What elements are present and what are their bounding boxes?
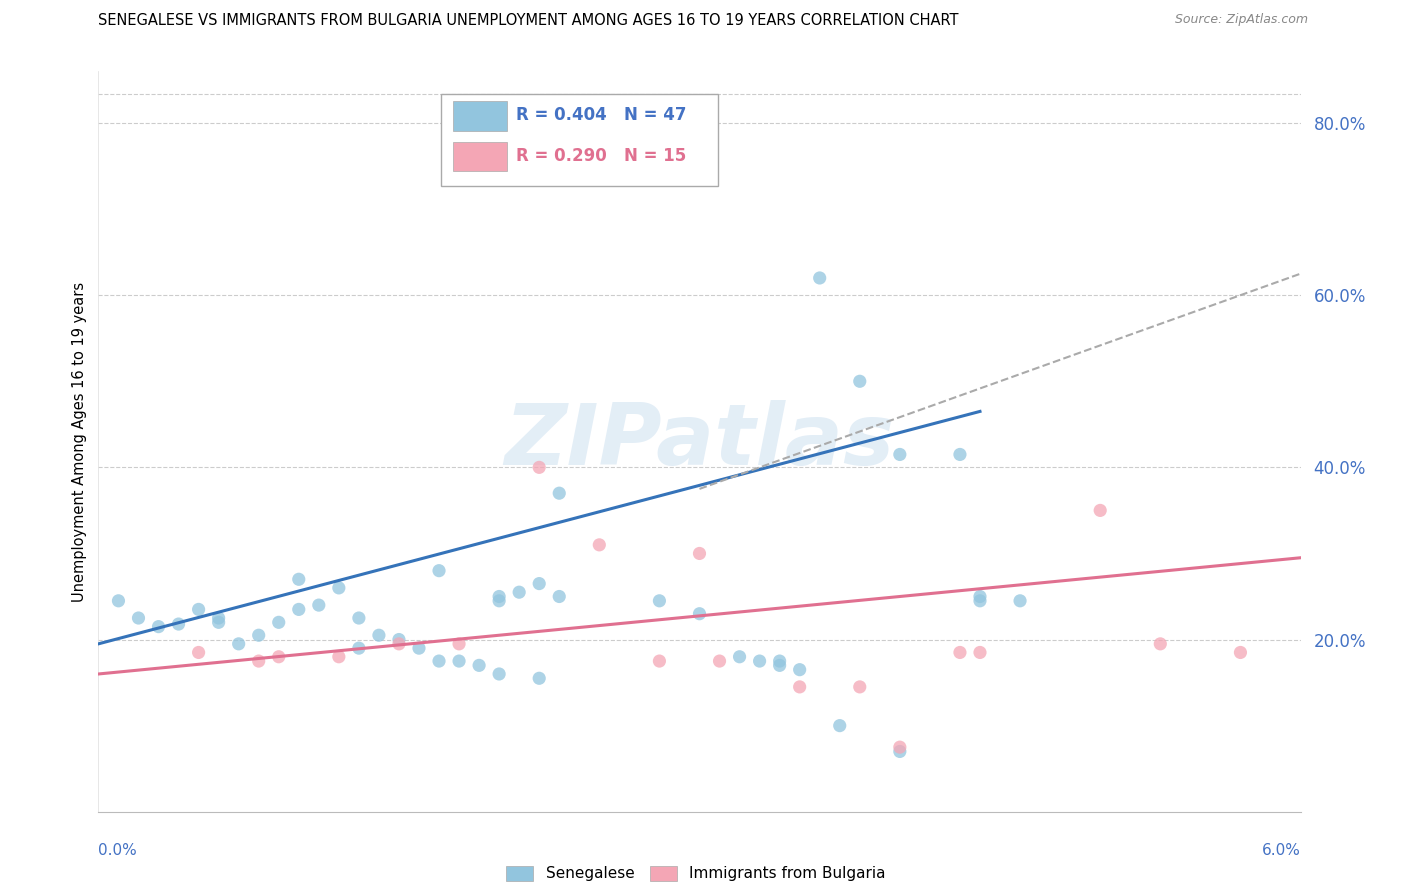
Point: [468, 658, 491, 673]
Point: [328, 581, 350, 595]
Point: [427, 564, 450, 578]
Point: [1149, 637, 1171, 651]
Point: [529, 460, 551, 475]
Point: [447, 654, 470, 668]
Point: [688, 607, 710, 621]
Point: [388, 637, 411, 651]
Point: [748, 654, 770, 668]
Legend: Senegalese, Immigrants from Bulgaria: Senegalese, Immigrants from Bulgaria: [501, 860, 891, 888]
Point: [288, 602, 311, 616]
Point: [529, 671, 551, 685]
Point: [969, 645, 991, 659]
Point: [148, 619, 170, 633]
Point: [488, 667, 510, 681]
Point: [889, 447, 911, 461]
Point: [1010, 594, 1032, 608]
Text: R = 0.290   N = 15: R = 0.290 N = 15: [516, 147, 686, 165]
Point: [167, 617, 190, 632]
Text: SENEGALESE VS IMMIGRANTS FROM BULGARIA UNEMPLOYMENT AMONG AGES 16 TO 19 YEARS CO: SENEGALESE VS IMMIGRANTS FROM BULGARIA U…: [98, 13, 959, 29]
FancyBboxPatch shape: [453, 101, 508, 130]
Point: [949, 645, 972, 659]
Point: [427, 654, 450, 668]
Point: [267, 649, 290, 664]
Point: [849, 680, 872, 694]
Point: [288, 572, 311, 586]
Point: [1229, 645, 1251, 659]
Point: [247, 628, 270, 642]
Point: [408, 641, 430, 656]
Point: [949, 447, 972, 461]
Point: [447, 637, 470, 651]
Point: [789, 663, 811, 677]
Point: [308, 598, 330, 612]
Text: R = 0.404   N = 47: R = 0.404 N = 47: [516, 106, 686, 124]
Text: ZIPatlas: ZIPatlas: [505, 400, 894, 483]
Point: [508, 585, 530, 599]
Text: Source: ZipAtlas.com: Source: ZipAtlas.com: [1174, 13, 1308, 27]
Point: [488, 590, 510, 604]
Point: [969, 590, 991, 604]
Point: [187, 602, 209, 616]
Point: [969, 594, 991, 608]
Text: 6.0%: 6.0%: [1261, 843, 1301, 858]
Point: [347, 641, 370, 656]
FancyBboxPatch shape: [453, 142, 508, 171]
Point: [709, 654, 731, 668]
Point: [328, 649, 350, 664]
FancyBboxPatch shape: [441, 94, 717, 186]
Text: 0.0%: 0.0%: [98, 843, 138, 858]
Point: [267, 615, 290, 630]
Point: [889, 744, 911, 758]
Point: [808, 271, 831, 285]
Point: [548, 486, 571, 500]
Point: [548, 590, 571, 604]
Point: [889, 740, 911, 755]
Point: [128, 611, 150, 625]
Point: [368, 628, 391, 642]
Point: [648, 594, 671, 608]
Point: [728, 649, 751, 664]
Point: [347, 611, 370, 625]
Point: [849, 374, 872, 388]
Point: [388, 632, 411, 647]
Point: [648, 654, 671, 668]
Point: [789, 680, 811, 694]
Point: [688, 546, 710, 560]
Point: [529, 576, 551, 591]
Point: [208, 611, 231, 625]
Point: [828, 718, 851, 732]
Point: [228, 637, 250, 651]
Point: [208, 615, 231, 630]
Point: [247, 654, 270, 668]
Point: [1090, 503, 1112, 517]
Point: [488, 594, 510, 608]
Point: [588, 538, 610, 552]
Point: [107, 594, 129, 608]
Y-axis label: Unemployment Among Ages 16 to 19 years: Unemployment Among Ages 16 to 19 years: [72, 282, 87, 601]
Point: [768, 654, 790, 668]
Point: [768, 658, 790, 673]
Point: [187, 645, 209, 659]
